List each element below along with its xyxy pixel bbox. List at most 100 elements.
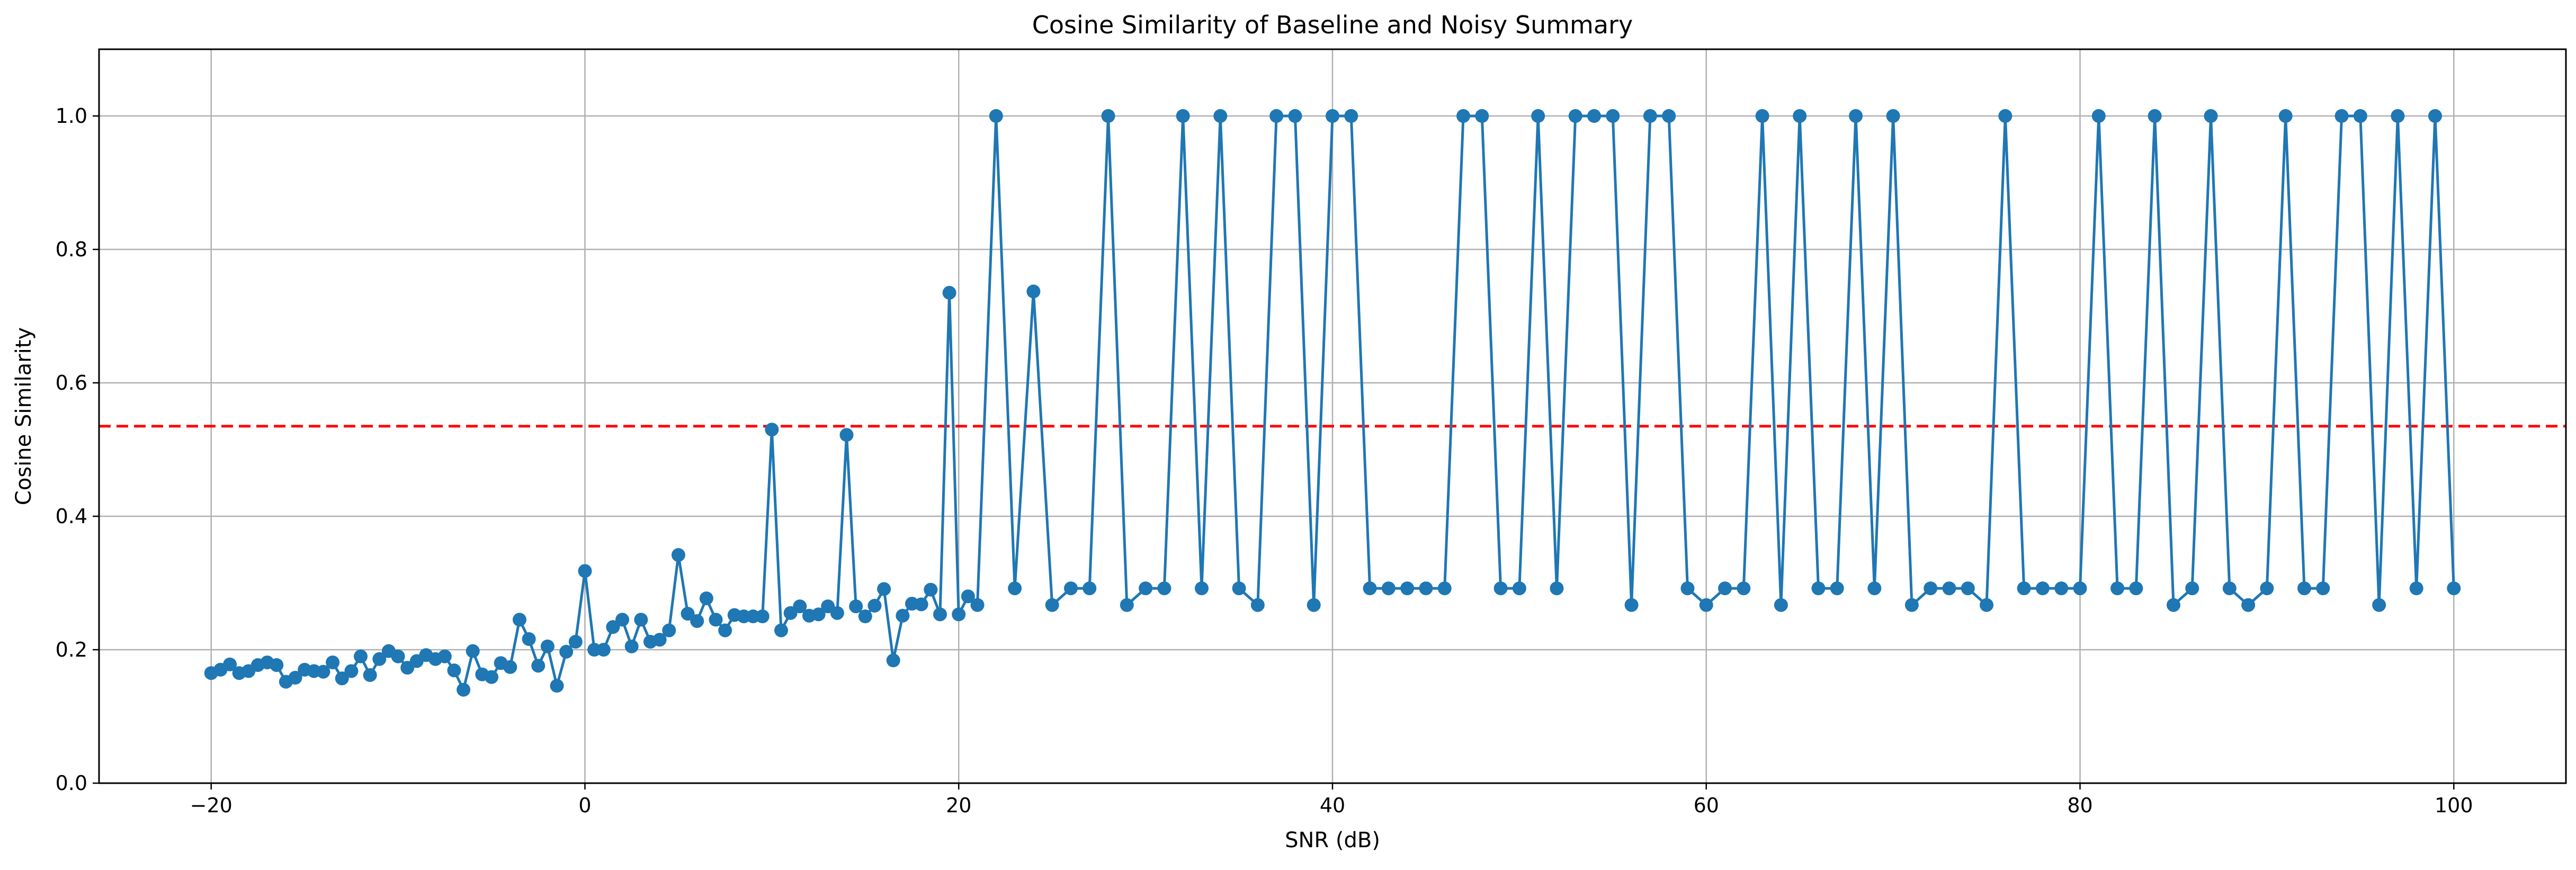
data-point xyxy=(877,582,891,596)
data-point xyxy=(457,683,471,697)
data-point xyxy=(1830,581,1844,596)
data-point xyxy=(774,623,789,638)
data-point xyxy=(1904,598,1919,612)
data-point xyxy=(578,564,592,578)
data-point xyxy=(1475,109,1489,123)
data-point xyxy=(503,660,517,674)
data-point xyxy=(1083,581,1097,596)
data-point xyxy=(363,668,377,682)
data-point xyxy=(914,597,928,612)
data-point xyxy=(1980,598,1994,612)
data-point xyxy=(2073,581,2087,596)
data-point xyxy=(288,670,302,685)
data-point xyxy=(1456,109,1471,123)
data-point xyxy=(1662,109,1676,123)
data-point xyxy=(223,657,237,671)
data-point xyxy=(1886,109,1900,123)
x-tick-label: 60 xyxy=(1694,794,1719,817)
data-point xyxy=(485,670,499,684)
data-point xyxy=(1606,109,1620,123)
data-point xyxy=(1288,109,1302,123)
data-point xyxy=(2409,581,2423,596)
y-tick-label: 0.2 xyxy=(56,638,87,661)
data-point xyxy=(1718,581,1732,596)
data-point xyxy=(886,653,900,668)
data-point xyxy=(1587,109,1602,123)
data-point xyxy=(2054,581,2069,596)
data-point xyxy=(671,548,685,562)
data-point xyxy=(2428,109,2442,123)
data-point xyxy=(1307,598,1321,612)
data-point xyxy=(568,634,583,649)
data-point xyxy=(1176,109,1190,123)
data-point xyxy=(1680,581,1695,596)
data-point xyxy=(2353,109,2367,123)
data-point xyxy=(1194,581,1209,596)
data-point xyxy=(316,665,330,679)
data-point xyxy=(839,428,854,442)
data-point xyxy=(326,655,340,669)
data-point xyxy=(335,671,349,686)
data-point xyxy=(2185,581,2199,596)
data-point xyxy=(1699,598,1713,612)
data-point xyxy=(1213,109,1228,123)
data-point xyxy=(681,606,695,621)
data-point xyxy=(1961,581,1975,596)
data-point xyxy=(2334,109,2349,123)
axis-ticks: −20 0 20 40 60 80 100 0.0 0.2 0.4 0.6 0.8 1.0 xyxy=(56,104,2473,817)
data-point xyxy=(1867,581,1882,596)
data-point xyxy=(1120,598,1134,612)
data-point xyxy=(522,632,536,646)
data-point xyxy=(1568,109,1582,123)
data-point xyxy=(1250,598,1265,612)
data-point xyxy=(1811,581,1826,596)
data-point xyxy=(550,679,564,693)
data-point xyxy=(2278,109,2293,123)
data-point xyxy=(1550,581,1564,596)
data-point xyxy=(1849,109,1863,123)
data-point xyxy=(2129,581,2143,596)
data-point xyxy=(896,608,910,623)
data-point xyxy=(1531,109,1545,123)
data-point xyxy=(2241,598,2256,612)
data-point xyxy=(1493,581,1508,596)
data-point xyxy=(1793,109,1807,123)
data-point xyxy=(699,591,713,605)
data-point xyxy=(2035,581,2050,596)
data-point xyxy=(1755,109,1769,123)
data-point xyxy=(1008,581,1022,596)
data-point xyxy=(1924,581,1938,596)
data-point xyxy=(2091,109,2106,123)
data-point xyxy=(1400,581,1415,596)
data-point xyxy=(1737,581,1751,596)
data-point xyxy=(1232,581,1246,596)
data-point xyxy=(2148,109,2162,123)
data-point xyxy=(718,623,732,638)
data-point xyxy=(1643,109,1657,123)
y-tick-label: 0.0 xyxy=(56,772,87,795)
data-point xyxy=(690,614,704,628)
data-point xyxy=(1139,581,1153,596)
data-point xyxy=(970,598,985,612)
data-point xyxy=(437,649,452,663)
data-point xyxy=(2260,581,2274,596)
data-point xyxy=(540,639,554,653)
data-point xyxy=(270,658,284,672)
chart-title: Cosine Similarity of Baseline and Noisy … xyxy=(1032,11,1633,39)
data-point xyxy=(830,606,844,620)
data-point xyxy=(2166,598,2180,612)
x-tick-label: −20 xyxy=(190,794,232,817)
data-point xyxy=(1326,109,1339,123)
data-point xyxy=(624,639,639,653)
x-tick-label: 20 xyxy=(946,794,971,817)
data-point xyxy=(942,285,956,300)
data-point xyxy=(1045,598,1059,612)
data-point xyxy=(1437,581,1452,596)
data-point xyxy=(811,607,826,622)
data-point xyxy=(924,582,938,597)
data-point xyxy=(2391,109,2405,123)
data-point xyxy=(1363,581,1377,596)
data-point xyxy=(2222,581,2237,596)
